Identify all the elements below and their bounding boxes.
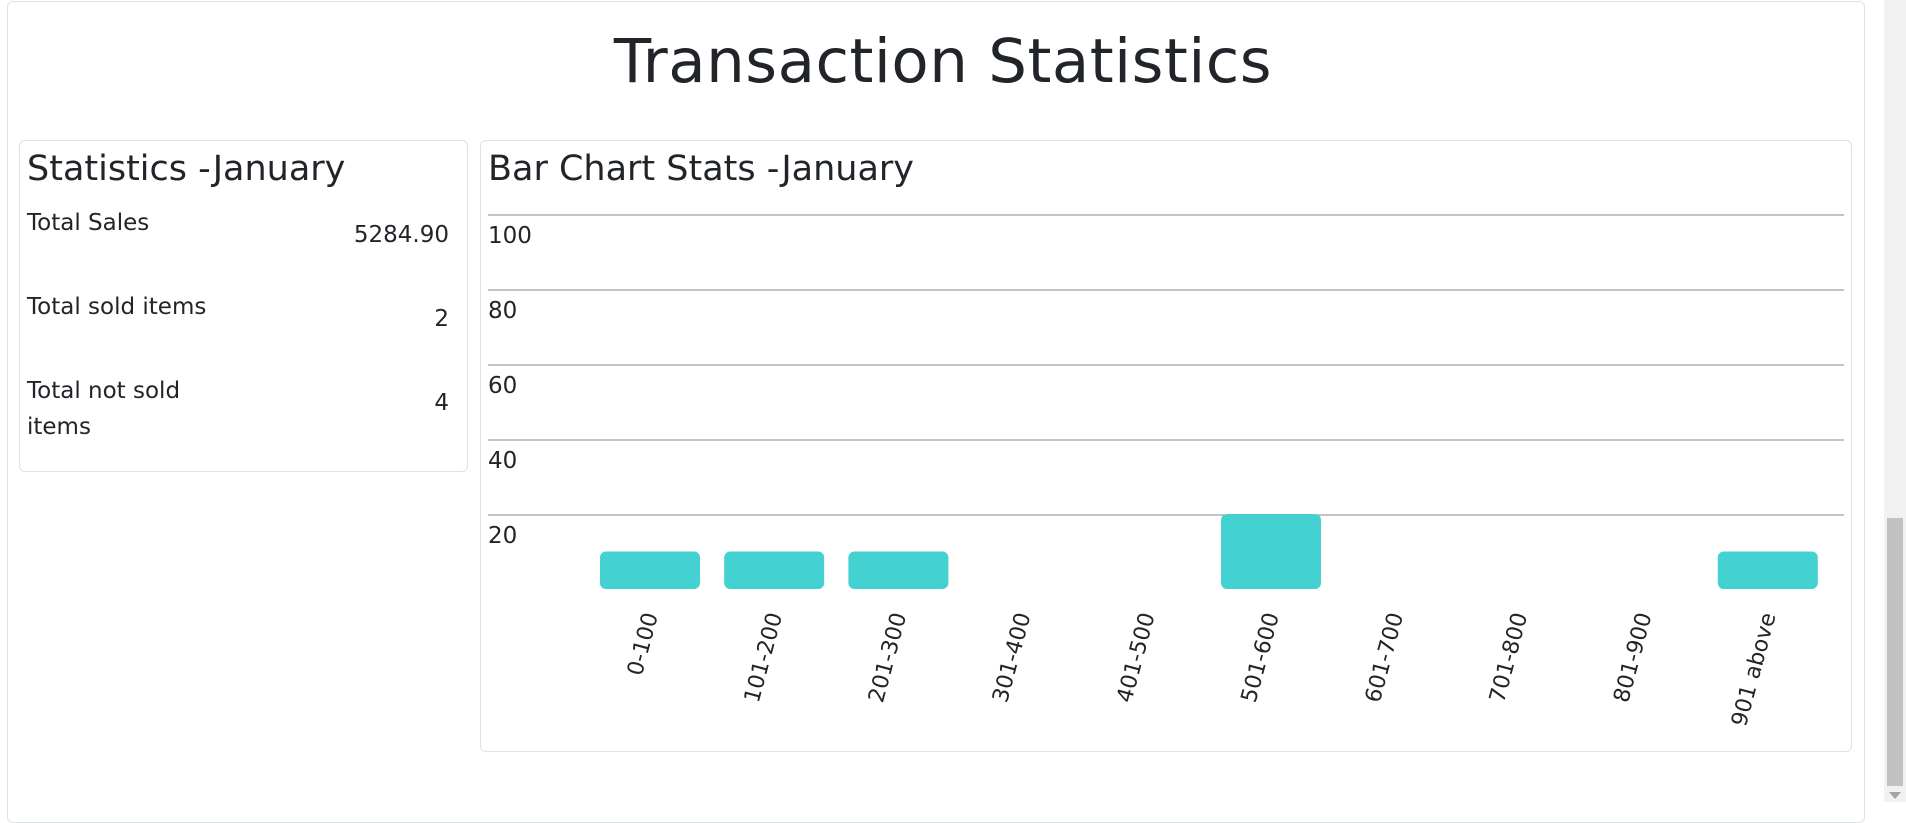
x-tick-label: 401-500	[1113, 610, 1161, 705]
total-sales-value: 5284.90	[353, 222, 449, 248]
total-sales-label: Total Sales	[27, 210, 150, 236]
total-not-sold-items-label: Total not sold items	[27, 378, 181, 440]
statistics-card: Statistics -January Total Sales 5284.90 …	[19, 140, 468, 472]
bar[interactable]	[724, 551, 825, 590]
bar-chart-card: Bar Chart Stats -January 100 80 60 40 20 0-10…	[480, 140, 1852, 752]
bar[interactable]	[1717, 551, 1818, 590]
bar[interactable]	[1221, 514, 1321, 589]
total-sold-items-label: Total sold items	[27, 294, 207, 320]
bar[interactable]	[600, 551, 700, 590]
x-tick-label: 201-300	[864, 610, 912, 705]
y-tick-label: 20	[488, 523, 517, 549]
scroll-down-arrow-icon[interactable]	[1889, 792, 1901, 799]
total-sold-items-value: 2	[434, 306, 449, 332]
x-tick-label: 501-600	[1237, 610, 1285, 705]
x-tick-label: 101-200	[740, 610, 788, 705]
x-tick-label: 301-400	[988, 610, 1036, 705]
statistics-title: Statistics -January	[27, 149, 346, 189]
x-tick-label: 601-700	[1361, 610, 1409, 705]
x-tick-label: 701-800	[1485, 610, 1533, 705]
total-not-sold-items-value: 4	[434, 390, 449, 416]
y-tick-label: 80	[488, 298, 517, 324]
scrollbar-thumb[interactable]	[1887, 518, 1903, 786]
x-tick-label: 901 above	[1727, 610, 1781, 729]
y-tick-label: 40	[488, 448, 517, 474]
y-tick-label: 100	[488, 223, 532, 249]
y-tick-label: 60	[488, 373, 517, 399]
x-tick-label: 0-100	[623, 610, 664, 678]
bar[interactable]	[848, 551, 949, 590]
page-title: Transaction Statistics	[613, 26, 1273, 97]
vertical-scrollbar[interactable]	[1884, 0, 1906, 802]
bar-chart: 100 80 60 40 20 0-100 101-200 201-300 301-400 401…	[488, 214, 1844, 729]
x-tick-label: 801-900	[1609, 610, 1657, 705]
bar-chart-title: Bar Chart Stats -January	[488, 149, 915, 189]
